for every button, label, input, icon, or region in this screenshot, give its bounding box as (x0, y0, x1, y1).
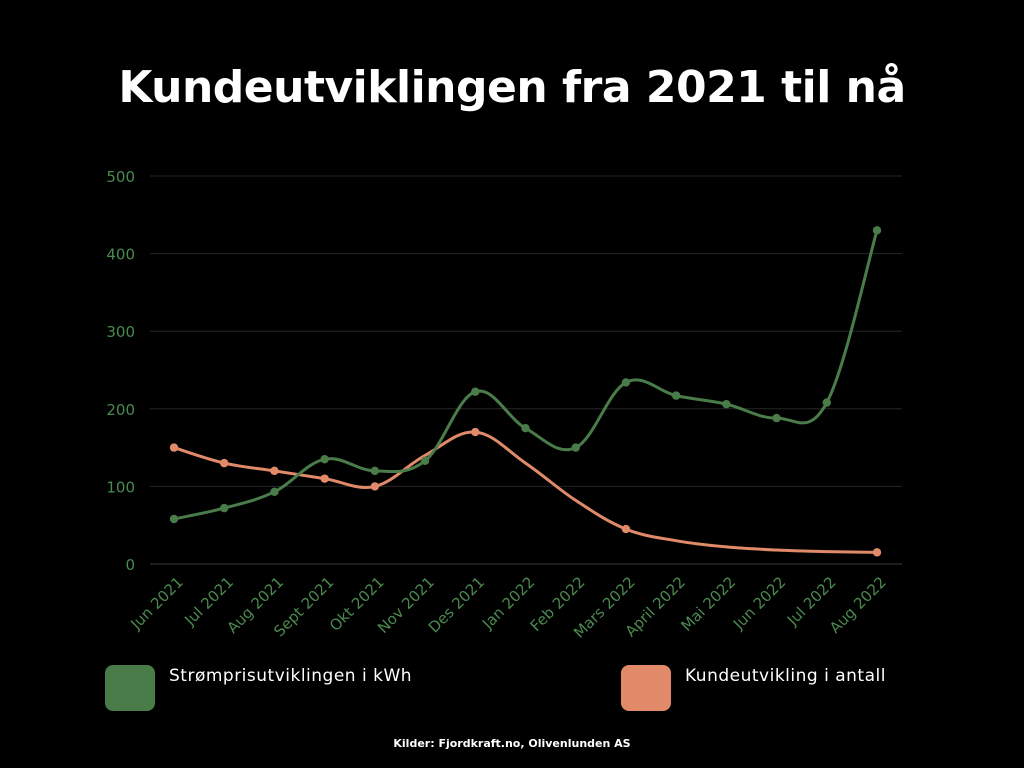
data-point-electricity (722, 399, 731, 409)
y-tick-label: 100 (106, 478, 135, 496)
data-point-electricity (872, 226, 882, 235)
data-point-electricity (671, 391, 681, 400)
legend-swatch-electricity (105, 665, 155, 711)
x-tick-label: Jun 2021 (126, 573, 186, 633)
legend-label-electricity: Strømprisutviklingen i kWh (169, 666, 413, 686)
y-tick-label: 300 (106, 323, 135, 341)
y-tick-label: 200 (106, 401, 135, 419)
data-point-electricity (169, 514, 179, 524)
y-tick-label: 400 (106, 246, 135, 264)
data-point-electricity (621, 378, 631, 387)
y-axis-ticks: 0 100 200 300 400 500 (106, 168, 135, 574)
data-point-customers (471, 427, 480, 437)
data-point-electricity (772, 413, 781, 423)
data-point-electricity (420, 456, 430, 465)
data-point-electricity (822, 398, 831, 407)
chart-title: Kundeutviklingen fra 2021 til nå (118, 62, 906, 113)
data-point-electricity (270, 487, 279, 497)
data-point-electricity (471, 387, 480, 396)
data-point-customers (320, 474, 329, 483)
source-note: Kilder: Fjordkraft.no, Olivenlunden AS (393, 737, 631, 750)
x-tick-label: Jun 2022 (729, 573, 789, 633)
data-point-electricity (521, 424, 530, 433)
data-point-customers (370, 482, 380, 491)
data-point-customers (270, 466, 279, 476)
series-line-customers (172, 430, 879, 554)
series-line-electricity (172, 228, 879, 521)
data-point-electricity (320, 455, 329, 464)
y-tick-label: 0 (125, 556, 135, 574)
x-tick-label: Mai 2022 (677, 573, 739, 635)
legend-label-customers: Kundeutvikling i antall (685, 666, 886, 686)
data-point-customers (169, 443, 179, 452)
y-tick-label: 500 (106, 168, 135, 186)
data-point-electricity (220, 503, 229, 513)
data-point-customers (621, 524, 631, 534)
data-point-customers (872, 548, 882, 557)
data-point-customers (220, 458, 229, 468)
legend-swatch-customers (621, 665, 671, 711)
data-point-electricity (370, 466, 380, 476)
grid-lines (150, 175, 902, 565)
data-point-electricity (571, 443, 580, 452)
series-group (169, 226, 882, 557)
